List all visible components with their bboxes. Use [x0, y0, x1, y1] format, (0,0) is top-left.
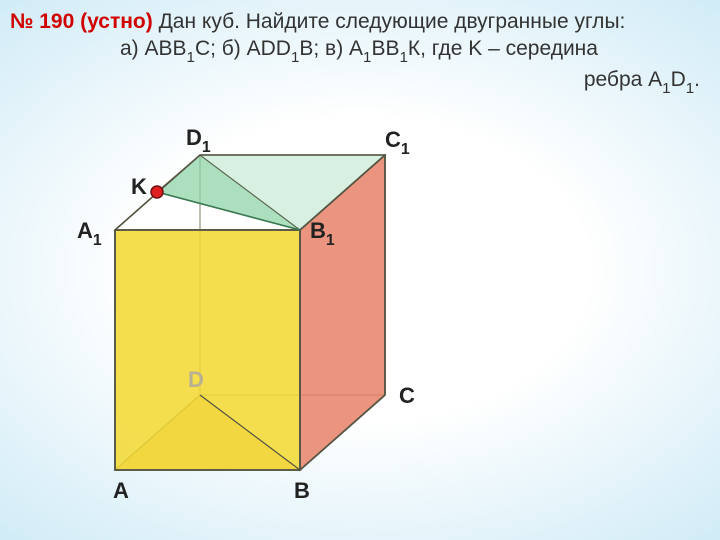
problem-line3: ребра А1D1. [10, 66, 710, 97]
vertex-label-D1: D1 [186, 125, 211, 155]
cube-svg [50, 95, 470, 515]
vertex-label-C: C [399, 383, 415, 409]
problem-number: № 190 (устно) [10, 10, 153, 33]
cube-diagram: A B C D A1 B1 C1 D1 K [50, 95, 470, 515]
vertex-label-A1: A1 [77, 218, 102, 248]
problem-line2: а) АВВ1С; б) АDD1B; в) A1ВВ1К, где K – с… [10, 35, 710, 66]
vertex-label-K: K [131, 174, 147, 200]
vertex-label-B: B [294, 478, 310, 504]
vertex-label-D: D [188, 367, 204, 393]
vertex-label-C1: C1 [385, 127, 410, 157]
problem-line1: Дан куб. Найдите следующие двугранные уг… [159, 10, 626, 33]
problem-statement: № 190 (устно) Дан куб. Найдите следующие… [10, 8, 710, 97]
vertex-label-A: A [113, 478, 129, 504]
vertex-label-B1: B1 [310, 218, 335, 248]
